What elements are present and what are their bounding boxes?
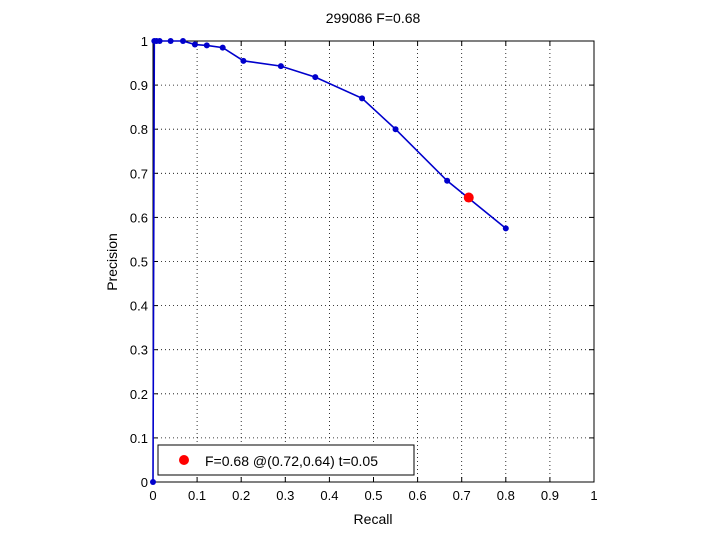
- y-tick-label: 0: [141, 475, 148, 490]
- pr-curve-point: [191, 41, 198, 48]
- x-tick-label: 0.7: [453, 488, 471, 503]
- best-f-point: [463, 192, 474, 203]
- y-tick-label: 0.1: [130, 431, 148, 446]
- highlight-group: [463, 192, 474, 203]
- pr-curve-point: [312, 74, 319, 81]
- y-tick-label: 0.9: [130, 78, 148, 93]
- y-tick-label: 0.5: [130, 255, 148, 270]
- y-tick-label: 0.4: [130, 299, 148, 314]
- y-tick-label: 0.7: [130, 166, 148, 181]
- grid: [153, 41, 594, 482]
- y-tick-label: 0.6: [130, 210, 148, 225]
- pr-curve-point: [203, 42, 210, 49]
- x-tick-label: 0.9: [541, 488, 559, 503]
- x-tick-label: 1: [590, 488, 597, 503]
- legend-box: [157, 444, 415, 476]
- x-tick-label: 0.6: [409, 488, 427, 503]
- pr-curve-point: [392, 126, 399, 133]
- legend-label: F=0.68 @(0.72,0.64) t=0.05: [205, 453, 378, 469]
- legend-marker: [179, 455, 189, 465]
- pr-curve-point: [359, 95, 366, 102]
- pr-curve-point: [219, 44, 226, 51]
- x-tick-label: 0.8: [497, 488, 515, 503]
- x-axis-label: Recall: [354, 511, 393, 527]
- y-tick-label: 1: [141, 34, 148, 49]
- x-tick-label: 0.5: [364, 488, 382, 503]
- x-tick-label: 0: [149, 488, 156, 503]
- pr-curve-point: [444, 177, 451, 184]
- pr-curve-point: [150, 479, 156, 485]
- pr-curve-point: [277, 63, 284, 70]
- x-tick-label: 0.2: [232, 488, 250, 503]
- y-axis-label: Precision: [104, 233, 120, 291]
- chart-title: 299086 F=0.68: [326, 10, 421, 26]
- pr-curve-point: [167, 38, 174, 44]
- pr-curve-point: [179, 38, 186, 44]
- x-tick-label: 0.3: [276, 488, 294, 503]
- y-tick-label: 0.3: [130, 343, 148, 358]
- y-tick-label: 0.2: [130, 387, 148, 402]
- pr-curve-point: [502, 225, 509, 232]
- x-tick-label: 0.4: [320, 488, 338, 503]
- series-group: [150, 38, 509, 485]
- pr-curve-point: [156, 38, 163, 44]
- y-tick-label: 0.8: [130, 122, 148, 137]
- pr-curve-point: [240, 57, 247, 64]
- x-tick-label: 0.1: [188, 488, 206, 503]
- tick-labels: 0 0.1 0.2 0.3 0.4 0.5 0.6 0.7 0.8 0.9 1 0 0.1 0.2 0.3 0…: [130, 34, 598, 503]
- legend: F=0.68 @(0.72,0.64) t=0.05: [157, 444, 415, 476]
